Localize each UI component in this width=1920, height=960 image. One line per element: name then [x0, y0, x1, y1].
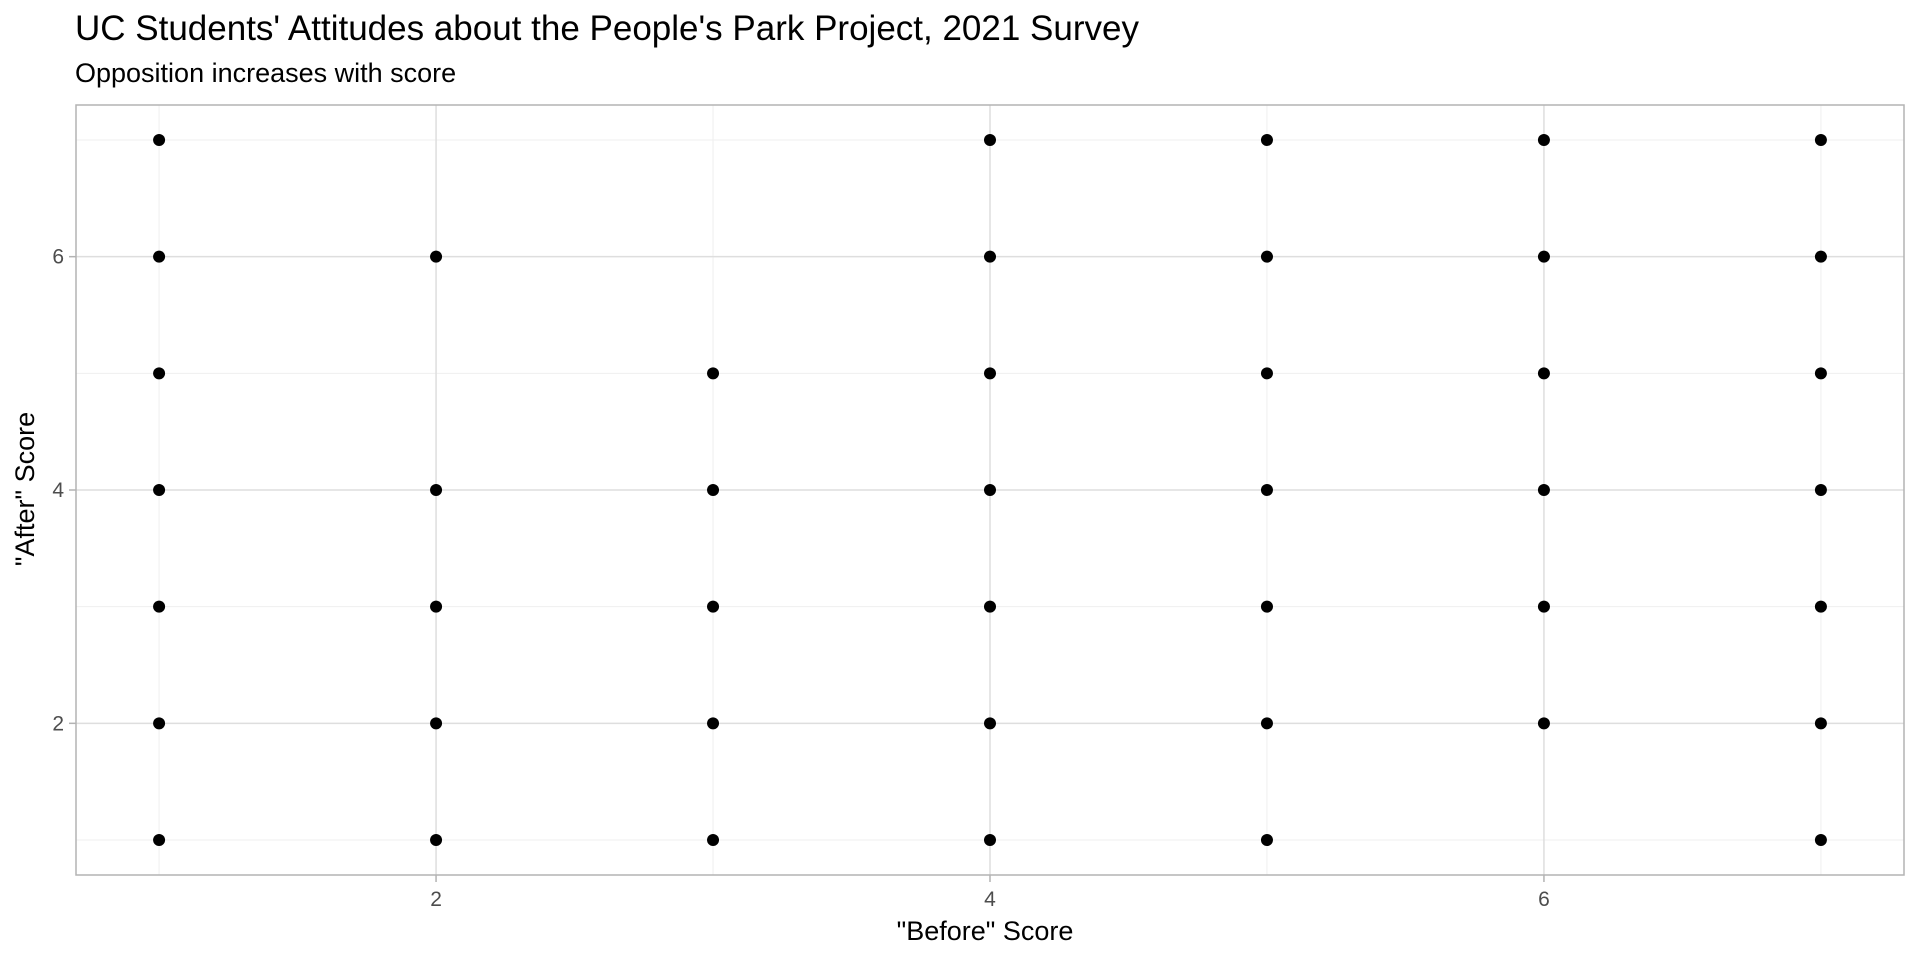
data-point — [1537, 600, 1550, 613]
data-point — [1260, 600, 1273, 613]
data-point — [1537, 484, 1550, 496]
data-point — [1260, 134, 1273, 146]
data-point — [984, 250, 996, 263]
data-point — [707, 367, 720, 380]
x-axis: 2 4 6 — [430, 875, 1550, 911]
data-point — [430, 600, 443, 613]
chart-title: UC Students' Attitudes about the People'… — [75, 9, 1139, 48]
data-point — [1260, 250, 1273, 263]
data-point — [430, 484, 443, 496]
data-point — [1814, 134, 1827, 146]
y-tick-label: 4 — [52, 479, 64, 502]
data-point — [984, 134, 996, 146]
data-point — [707, 600, 720, 613]
data-point — [984, 600, 996, 613]
data-point — [1260, 717, 1273, 730]
data-point — [984, 367, 996, 380]
x-tick-label: 4 — [984, 888, 996, 911]
data-point — [1814, 834, 1827, 846]
data-point — [1814, 717, 1827, 730]
data-point — [1260, 834, 1273, 846]
data-point — [1814, 484, 1827, 496]
data-point — [153, 367, 166, 380]
data-point — [153, 484, 166, 496]
data-point — [1537, 134, 1550, 146]
data-point — [984, 834, 996, 846]
data-point — [430, 717, 443, 730]
data-point — [1814, 600, 1827, 613]
data-point — [707, 717, 720, 730]
x-axis-title: "Before" Score — [897, 916, 1074, 946]
data-point — [1814, 367, 1827, 380]
data-point — [1260, 367, 1273, 380]
y-axis: 2 4 6 — [52, 246, 76, 735]
data-point — [430, 834, 443, 846]
data-point — [707, 834, 720, 846]
y-tick-label: 6 — [52, 246, 64, 269]
data-point — [1814, 250, 1827, 263]
chart-subtitle: Opposition increases with score — [75, 58, 456, 88]
data-points — [153, 134, 1827, 846]
data-point — [1537, 367, 1550, 380]
x-tick-label: 6 — [1538, 888, 1550, 911]
data-point — [153, 834, 166, 846]
x-tick-label: 2 — [430, 888, 442, 911]
data-point — [153, 717, 166, 730]
data-point — [984, 717, 996, 730]
data-point — [1537, 250, 1550, 263]
y-axis-title: "After" Score — [10, 412, 40, 566]
data-point — [430, 250, 443, 263]
plot-panel — [75, 104, 1905, 876]
data-point — [707, 484, 720, 496]
data-point — [1260, 484, 1273, 496]
data-point — [1537, 717, 1550, 730]
data-point — [153, 134, 166, 146]
data-point — [153, 600, 166, 613]
data-point — [153, 250, 166, 263]
data-point — [984, 484, 996, 496]
y-tick-label: 2 — [52, 712, 64, 735]
